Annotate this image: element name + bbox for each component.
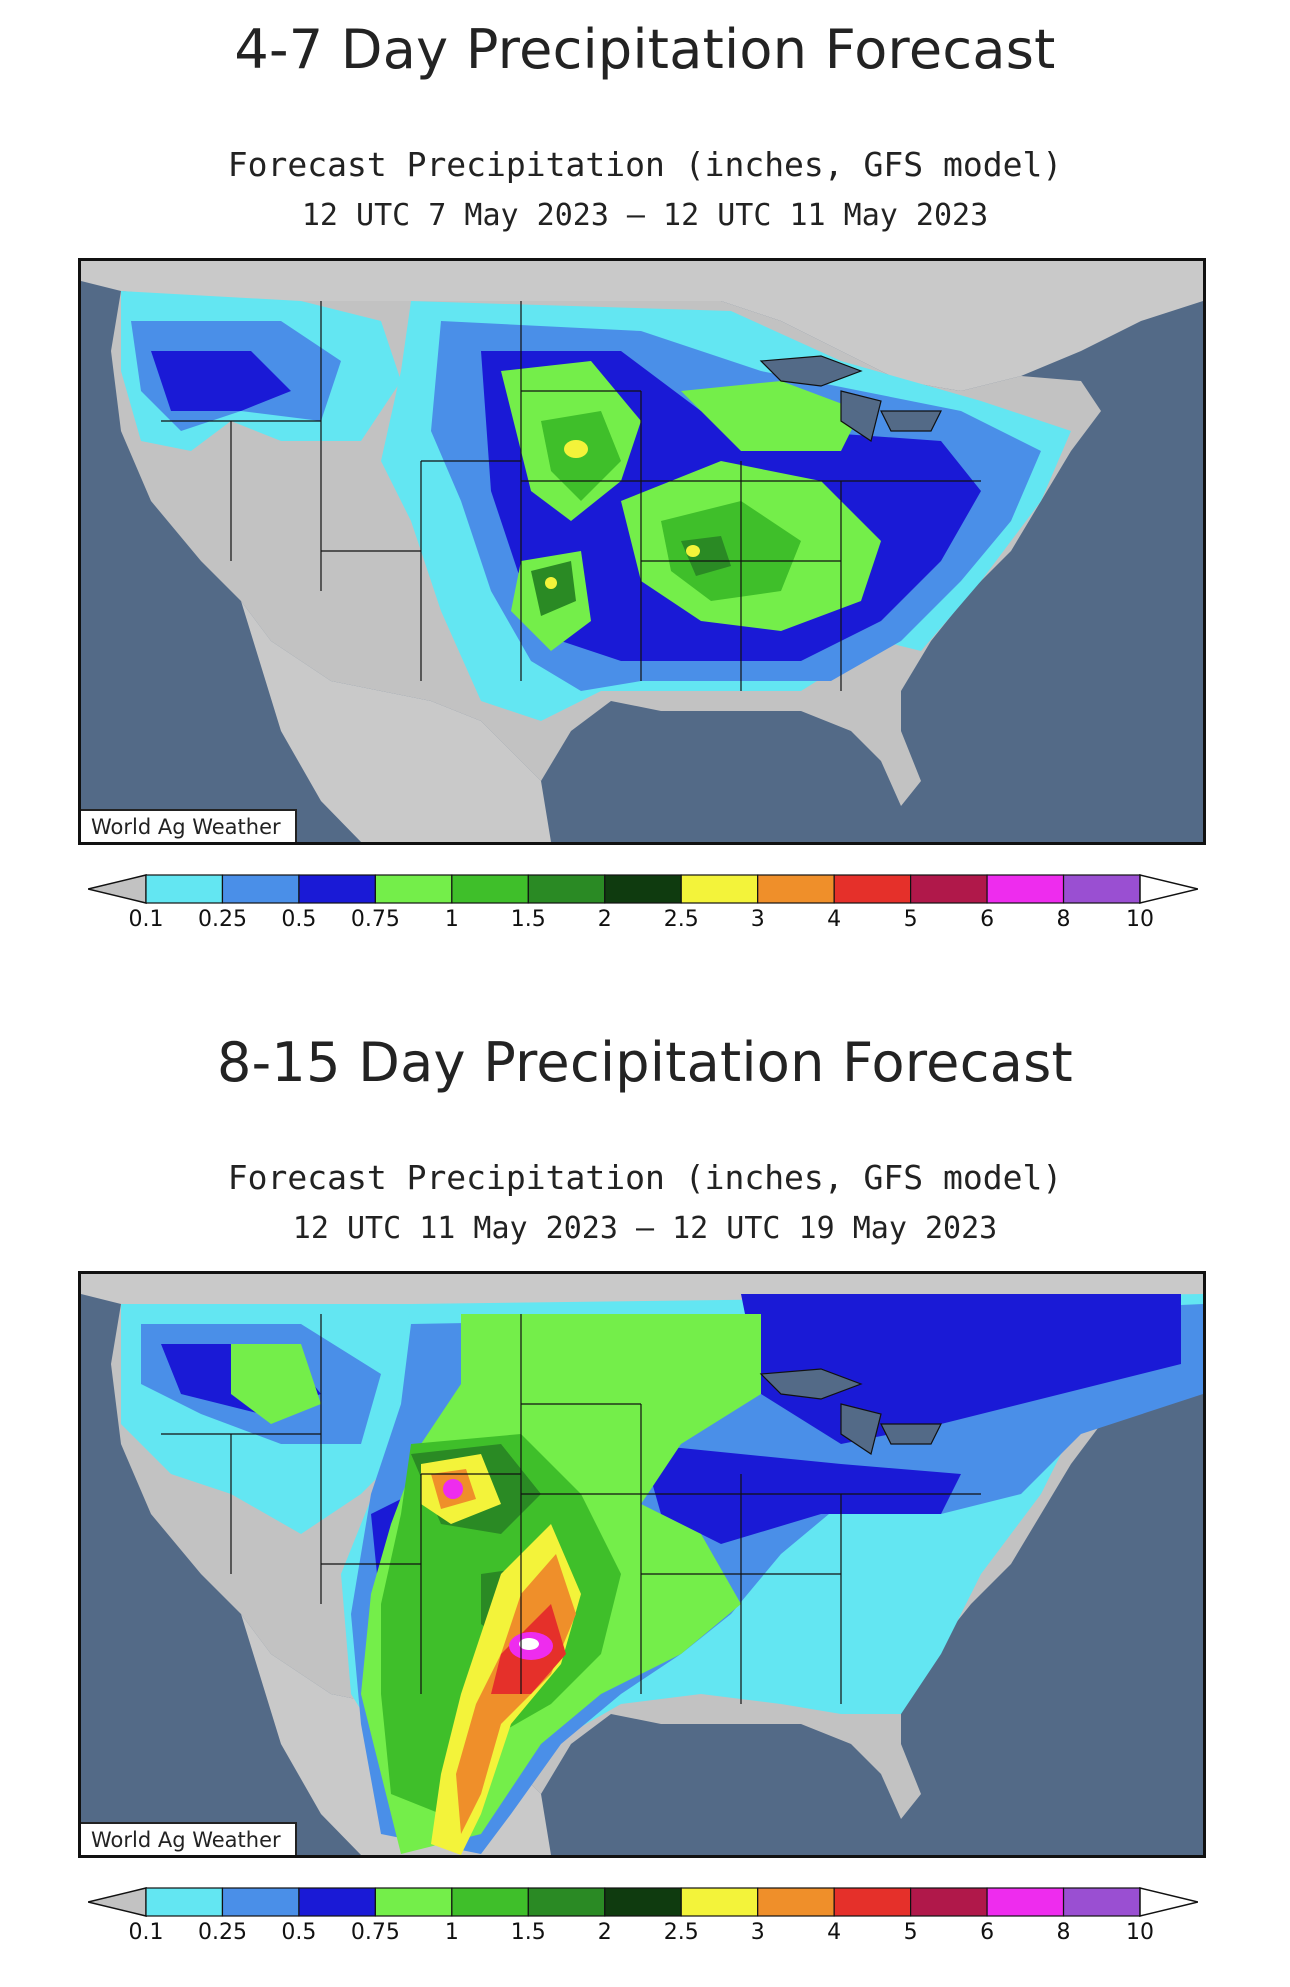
legend-tick-label: 0.5	[281, 907, 317, 932]
legend-swatch	[221, 1887, 300, 1917]
legend-swatch	[298, 1887, 376, 1917]
legend-bar	[88, 874, 1198, 904]
legend-swatch	[757, 874, 835, 904]
legend-tick-label: 0.1	[128, 907, 164, 932]
legend-tick-label: 4	[827, 1920, 842, 1945]
precip-extreme	[421, 1454, 581, 1855]
legend-swatch	[145, 1887, 224, 1917]
map-graphic	[81, 261, 1203, 842]
legend-swatch	[88, 874, 147, 904]
legend-swatch	[221, 874, 300, 904]
great-lakes	[759, 355, 942, 442]
legend-tick-label: 8	[1056, 907, 1071, 932]
legend-swatch	[604, 1887, 682, 1917]
color-scale-legend: 0.1 0.25 0.5 0.75 1 1.5 2 2.5 3 4 5 6 8 10	[88, 873, 1198, 943]
precip-extreme	[545, 440, 700, 589]
legend-swatch	[1139, 874, 1198, 904]
legend-swatch	[527, 1887, 606, 1917]
legend-tick-label: 1	[444, 907, 459, 932]
legend-swatch	[451, 874, 529, 904]
legend-tick-label: 6	[980, 907, 995, 932]
legend-swatch	[986, 874, 1065, 904]
legend-tick-label: 2	[597, 907, 612, 932]
legend-tick-label: 8	[1056, 1920, 1071, 1945]
panel-heading: 8-15 Day Precipitation Forecast	[216, 1031, 1073, 1094]
map-graphic	[81, 1274, 1203, 1855]
legend-tick-label: 10	[1126, 1920, 1154, 1945]
legend-tick-label: 0.25	[197, 907, 247, 932]
legend-tick-label: 0.75	[350, 1920, 400, 1945]
legend-swatch	[451, 1887, 529, 1917]
precipitation-map: World Ag Weather	[78, 258, 1206, 845]
great-lakes	[759, 1368, 942, 1455]
legend-tick-label: 10	[1126, 907, 1154, 932]
legend-tick-label: 1.5	[510, 1920, 546, 1945]
legend-tick-label: 2.5	[663, 1920, 699, 1945]
legend-swatch	[145, 874, 224, 904]
legend-swatch	[680, 1887, 759, 1917]
legend-swatch	[680, 874, 759, 904]
legend-tick-label: 3	[750, 1920, 765, 1945]
legend-swatch	[298, 874, 376, 904]
legend-tick-label: 4	[827, 907, 842, 932]
mexico-land	[241, 601, 551, 842]
legend-tick-label: 0.75	[350, 907, 400, 932]
state-borders	[161, 1314, 981, 1704]
map-credit: World Ag Weather	[81, 1822, 297, 1855]
legend-swatch	[757, 1887, 835, 1917]
legend-tick-label: 2.5	[663, 907, 699, 932]
legend-tick-label: 6	[980, 1920, 995, 1945]
legend-swatch	[374, 874, 453, 904]
legend-tick-label: 0.1	[128, 1920, 164, 1945]
legend-tick-label: 5	[903, 1920, 918, 1945]
legend-swatch	[527, 874, 606, 904]
legend-swatch	[1139, 1887, 1198, 1917]
precipitation-map: World Ag Weather	[78, 1271, 1206, 1858]
legend-swatch	[88, 1887, 147, 1917]
forecast-period: 12 UTC 11 May 2023 – 12 UTC 19 May 2023	[292, 1211, 998, 1246]
legend-tick-label: 5	[903, 907, 918, 932]
map-subtitle: Forecast Precipitation (inches, GFS mode…	[227, 145, 1063, 184]
legend-tick-label: 1.5	[510, 907, 546, 932]
canada-land	[81, 261, 1203, 391]
legend-bar	[88, 1887, 1198, 1917]
legend-swatch	[1062, 1887, 1141, 1917]
legend-tick-label: 3	[750, 907, 765, 932]
legend-tick-label: 2	[597, 1920, 612, 1945]
legend-swatch	[1062, 874, 1141, 904]
legend-swatch	[910, 1887, 988, 1917]
legend-swatch	[910, 874, 988, 904]
legend-tick-label: 0.25	[197, 1920, 247, 1945]
forecast-period: 12 UTC 7 May 2023 – 12 UTC 11 May 2023	[301, 198, 989, 233]
color-scale-legend: 0.1 0.25 0.5 0.75 1 1.5 2 2.5 3 4 5 6 8 10	[88, 1886, 1198, 1956]
legend-tick-label: 0.5	[281, 1920, 317, 1945]
panel-heading: 4-7 Day Precipitation Forecast	[234, 18, 1056, 81]
legend-swatch	[604, 874, 682, 904]
legend-swatch	[833, 874, 912, 904]
map-credit: World Ag Weather	[81, 809, 297, 842]
legend-tick-label: 1	[444, 1920, 459, 1945]
map-subtitle: Forecast Precipitation (inches, GFS mode…	[227, 1158, 1063, 1197]
state-borders	[161, 301, 981, 691]
legend-swatch	[374, 1887, 453, 1917]
legend-swatch	[986, 1887, 1065, 1917]
legend-swatch	[833, 1887, 912, 1917]
